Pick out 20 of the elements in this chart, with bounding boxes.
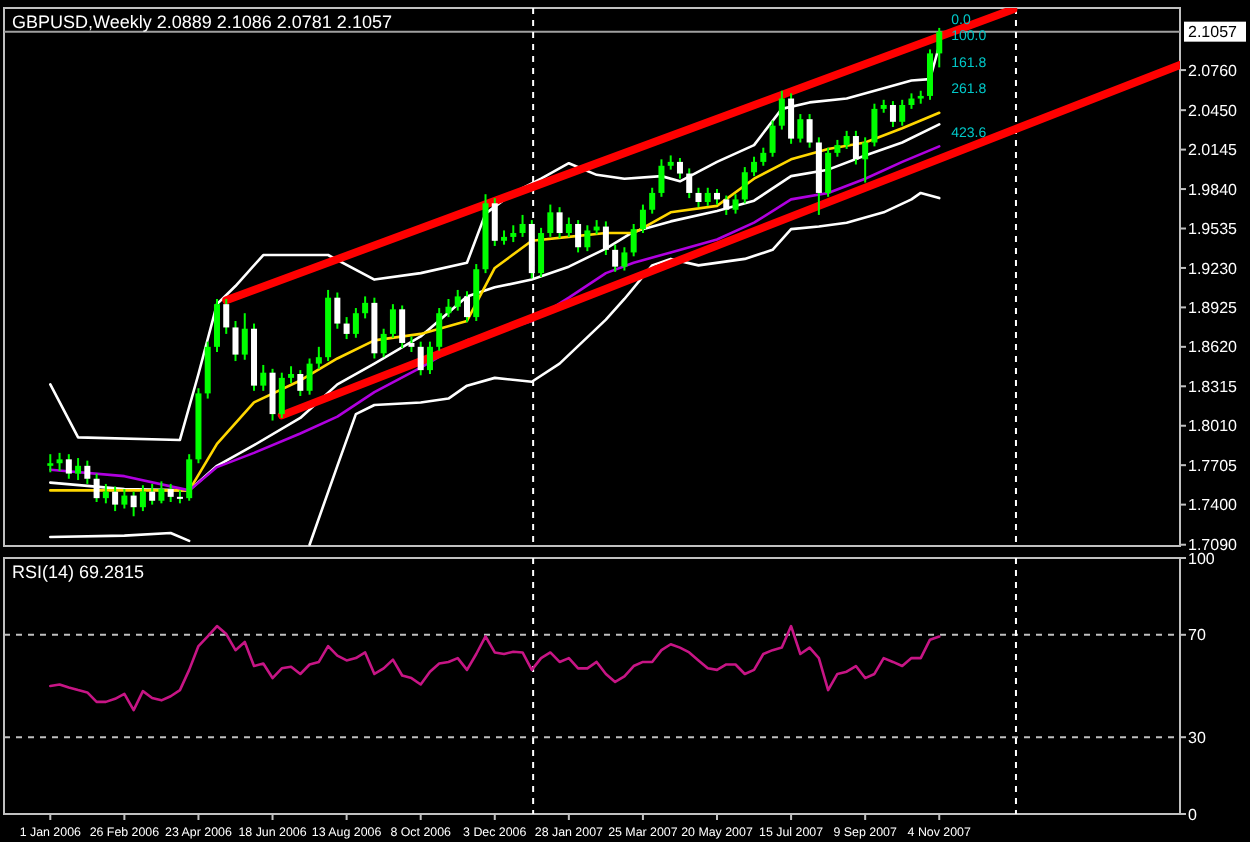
y-tick-label: 2.0760 [1188,61,1239,80]
y-tick-label: 1.7090 [1188,536,1239,555]
y-tick-label: 1.8010 [1188,417,1239,436]
y-tick-label: 100 [1188,549,1216,568]
y-tick-label: 1.8315 [1188,377,1239,396]
y-tick-label: 70 [1188,626,1207,645]
chart-title: GBPUSD,Weekly 2.0889 2.1086 2.0781 2.1057 [12,12,392,32]
y-tick-label: 1.8620 [1188,338,1239,357]
y-tick-label: 2.0450 [1188,101,1239,120]
y-tick-label: 2.0145 [1188,141,1239,160]
ref-line-label: 2.1057 [1188,23,1239,42]
y-tick-label: 1.7705 [1188,456,1239,475]
y-tick-label: 1.9230 [1188,259,1239,278]
y-tick-label: 1.8925 [1188,298,1239,317]
y-tick-label: 30 [1188,728,1207,747]
y-tick-label: 1.9535 [1188,220,1239,239]
y-tick-label: 0 [1188,805,1198,824]
y-tick-label: 1.9840 [1188,180,1239,199]
y-tick-label: 1.7400 [1188,496,1239,515]
chart-title: RSI(14) 69.2815 [12,562,145,582]
